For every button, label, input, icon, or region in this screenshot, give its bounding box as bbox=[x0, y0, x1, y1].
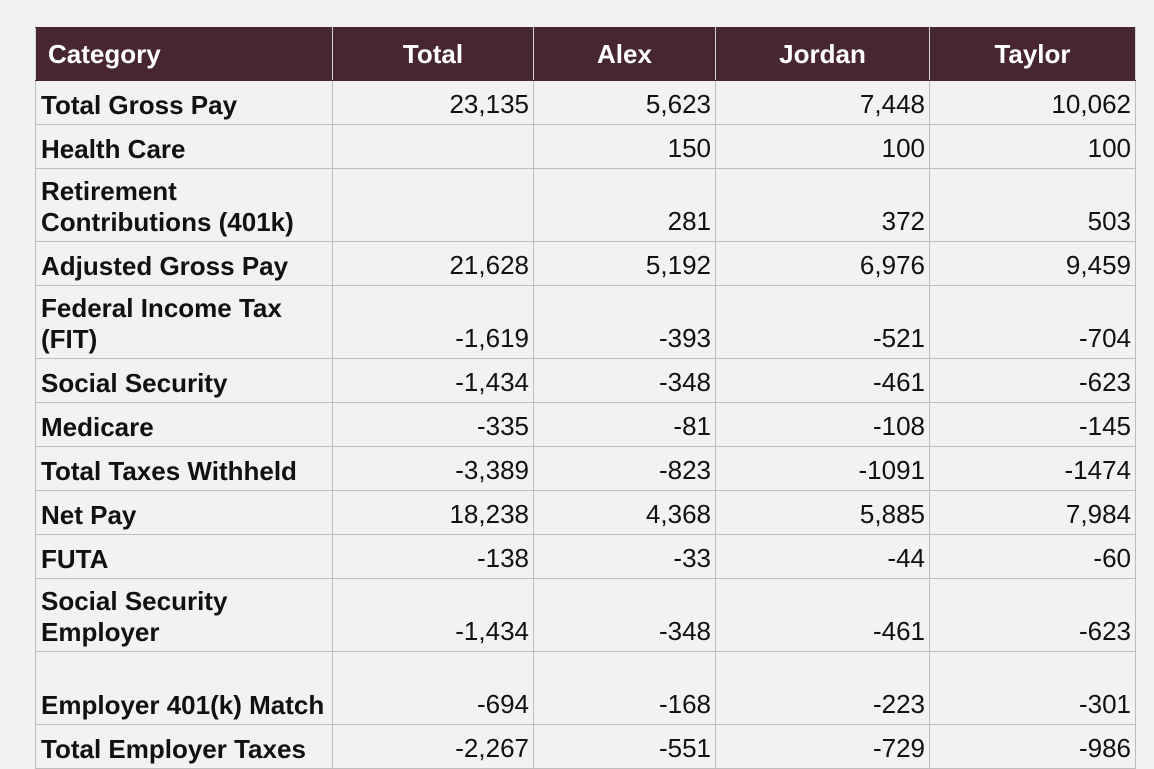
cell-taylor: -623 bbox=[929, 358, 1136, 403]
cell-jordan: -1091 bbox=[715, 446, 930, 491]
cell-taylor: -145 bbox=[929, 402, 1136, 447]
cell-jordan: 372 bbox=[715, 168, 930, 242]
cell-total: 23,135 bbox=[332, 80, 534, 125]
header-category: Category bbox=[35, 27, 333, 81]
cell-taylor: 503 bbox=[929, 168, 1136, 242]
table-row: Employer 401(k) Match -694 -168 -223 -30… bbox=[35, 651, 1136, 725]
cell-total: -3,389 bbox=[332, 446, 534, 491]
cell-jordan: 100 bbox=[715, 124, 930, 169]
cell-alex: 150 bbox=[533, 124, 716, 169]
payroll-table: Category Total Alex Jordan Taylor Total … bbox=[35, 27, 1136, 769]
cell-alex: -348 bbox=[533, 578, 716, 652]
cell-alex: 4,368 bbox=[533, 490, 716, 535]
header-jordan: Jordan bbox=[715, 27, 930, 81]
table-row: Health Care 150 100 100 bbox=[35, 124, 1136, 169]
cell-taylor: 7,984 bbox=[929, 490, 1136, 535]
cell-taylor: -623 bbox=[929, 578, 1136, 652]
row-label: Social Security Employer bbox=[35, 578, 333, 652]
cell-jordan: 5,885 bbox=[715, 490, 930, 535]
cell-jordan: 6,976 bbox=[715, 241, 930, 286]
row-label: Total Gross Pay bbox=[35, 80, 333, 125]
row-label: Total Employer Taxes bbox=[35, 724, 333, 769]
row-label: Medicare bbox=[35, 402, 333, 447]
table-body: Total Gross Pay 23,135 5,623 7,448 10,06… bbox=[35, 80, 1136, 769]
cell-total: -2,267 bbox=[332, 724, 534, 769]
cell-taylor: 100 bbox=[929, 124, 1136, 169]
row-label: Adjusted Gross Pay bbox=[35, 241, 333, 286]
header-taylor: Taylor bbox=[929, 27, 1136, 81]
cell-total: -694 bbox=[332, 651, 534, 725]
row-label: Retirement Contributions (401k) bbox=[35, 168, 333, 242]
row-label: Employer 401(k) Match bbox=[35, 651, 333, 725]
cell-alex: -81 bbox=[533, 402, 716, 447]
cell-total bbox=[332, 168, 534, 242]
cell-taylor: 10,062 bbox=[929, 80, 1136, 125]
row-label: Net Pay bbox=[35, 490, 333, 535]
cell-taylor: -60 bbox=[929, 534, 1136, 579]
cell-taylor: -704 bbox=[929, 285, 1136, 359]
table-row: Net Pay 18,238 4,368 5,885 7,984 bbox=[35, 490, 1136, 535]
cell-jordan: -461 bbox=[715, 358, 930, 403]
header-alex: Alex bbox=[533, 27, 716, 81]
table-row: Social Security -1,434 -348 -461 -623 bbox=[35, 358, 1136, 403]
payroll-table-container: Category Total Alex Jordan Taylor Total … bbox=[35, 27, 1136, 769]
cell-alex: -168 bbox=[533, 651, 716, 725]
cell-total: -138 bbox=[332, 534, 534, 579]
cell-alex: 5,192 bbox=[533, 241, 716, 286]
table-row: Total Taxes Withheld -3,389 -823 -1091 -… bbox=[35, 446, 1136, 491]
header-row: Category Total Alex Jordan Taylor bbox=[35, 27, 1136, 81]
table-row: Social Security Employer -1,434 -348 -46… bbox=[35, 578, 1136, 652]
cell-jordan: -223 bbox=[715, 651, 930, 725]
table-header: Category Total Alex Jordan Taylor bbox=[35, 27, 1136, 81]
cell-total: 21,628 bbox=[332, 241, 534, 286]
cell-alex: -33 bbox=[533, 534, 716, 579]
cell-total: -1,434 bbox=[332, 578, 534, 652]
cell-jordan: 7,448 bbox=[715, 80, 930, 125]
cell-jordan: -44 bbox=[715, 534, 930, 579]
table-row: Total Employer Taxes -2,267 -551 -729 -9… bbox=[35, 724, 1136, 769]
table-row: Federal Income Tax (FIT) -1,619 -393 -52… bbox=[35, 285, 1136, 359]
cell-jordan: -729 bbox=[715, 724, 930, 769]
cell-taylor: -1474 bbox=[929, 446, 1136, 491]
cell-total: -1,619 bbox=[332, 285, 534, 359]
cell-jordan: -108 bbox=[715, 402, 930, 447]
table-row: Total Gross Pay 23,135 5,623 7,448 10,06… bbox=[35, 80, 1136, 125]
cell-total: -1,434 bbox=[332, 358, 534, 403]
row-label: Health Care bbox=[35, 124, 333, 169]
table-row: FUTA -138 -33 -44 -60 bbox=[35, 534, 1136, 579]
cell-total bbox=[332, 124, 534, 169]
cell-jordan: -521 bbox=[715, 285, 930, 359]
row-label: Total Taxes Withheld bbox=[35, 446, 333, 491]
cell-taylor: -301 bbox=[929, 651, 1136, 725]
cell-alex: -348 bbox=[533, 358, 716, 403]
cell-taylor: -986 bbox=[929, 724, 1136, 769]
cell-jordan: -461 bbox=[715, 578, 930, 652]
cell-alex: -823 bbox=[533, 446, 716, 491]
row-label: Federal Income Tax (FIT) bbox=[35, 285, 333, 359]
row-label: Social Security bbox=[35, 358, 333, 403]
cell-total: 18,238 bbox=[332, 490, 534, 535]
cell-alex: -551 bbox=[533, 724, 716, 769]
table-row: Retirement Contributions (401k) 281 372 … bbox=[35, 168, 1136, 242]
table-row: Medicare -335 -81 -108 -145 bbox=[35, 402, 1136, 447]
cell-total: -335 bbox=[332, 402, 534, 447]
cell-alex: -393 bbox=[533, 285, 716, 359]
cell-alex: 281 bbox=[533, 168, 716, 242]
cell-alex: 5,623 bbox=[533, 80, 716, 125]
header-total: Total bbox=[332, 27, 534, 81]
row-label: FUTA bbox=[35, 534, 333, 579]
cell-taylor: 9,459 bbox=[929, 241, 1136, 286]
table-row: Adjusted Gross Pay 21,628 5,192 6,976 9,… bbox=[35, 241, 1136, 286]
